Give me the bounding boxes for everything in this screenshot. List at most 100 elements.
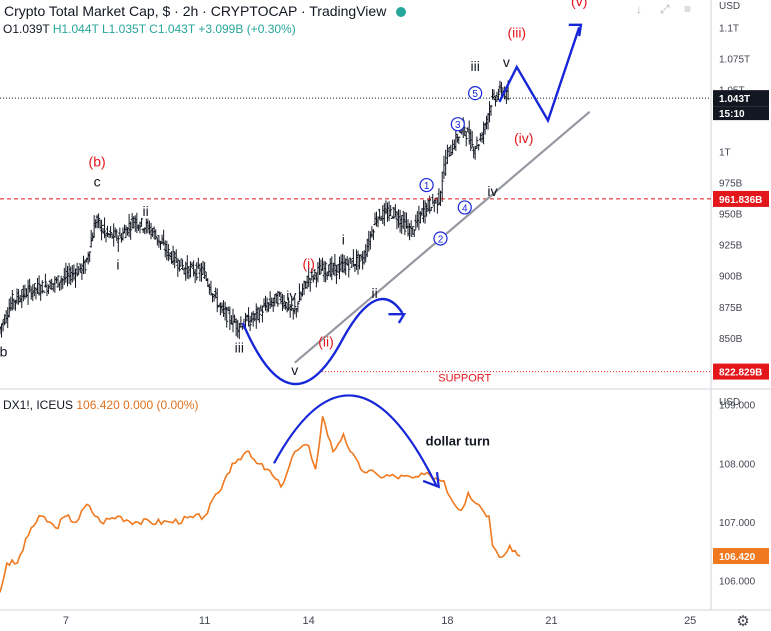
wave-circle-label: 4	[457, 200, 472, 215]
price-bar	[155, 236, 159, 246]
x-tick: 7	[63, 615, 69, 627]
price-bar	[234, 318, 238, 337]
price-bar	[166, 244, 170, 262]
price-bar	[347, 259, 351, 278]
svg-text:106.420: 106.420	[719, 552, 756, 563]
ohlc-high: H1.044T	[52, 22, 99, 36]
price-bar	[233, 314, 237, 323]
wave-label: i	[342, 232, 345, 248]
svg-text:961.836B: 961.836B	[719, 195, 762, 206]
support-tag: 822.829B	[713, 363, 769, 380]
price-bar	[222, 300, 226, 317]
price-bar	[290, 296, 294, 311]
fullscreen-icon[interactable]: ⤢	[660, 2, 670, 16]
price-bar	[477, 143, 481, 151]
price-bar	[149, 222, 153, 240]
settings-gear-icon[interactable]: ⚙	[736, 613, 749, 630]
price-bar	[445, 144, 449, 165]
price-bar	[28, 278, 32, 293]
price-bar	[103, 217, 107, 239]
arrow-down-icon[interactable]: ↓	[636, 2, 642, 16]
sub-values: 106.420 0.000 (0.00%)	[76, 398, 199, 412]
price-bar	[154, 229, 158, 240]
main-y-tick: 850B	[719, 334, 743, 345]
dollar-arc-arrow	[273, 394, 438, 488]
main-y-tick: 900B	[719, 272, 743, 283]
wave-label: iii	[235, 340, 244, 356]
svg-text:1: 1	[424, 181, 430, 192]
price-bar	[10, 290, 14, 311]
x-tick: 18	[441, 615, 453, 627]
ohlc-open: O1.039T	[3, 22, 50, 36]
price-bar	[116, 235, 120, 252]
price-bar	[24, 288, 28, 298]
price-bar	[45, 283, 49, 297]
wave-label: (iii)	[507, 24, 526, 40]
price-bar	[214, 287, 218, 299]
chart-title: Crypto Total Market Cap, $ · 2h · CRYPTO…	[4, 3, 407, 19]
price-bar	[296, 301, 300, 313]
price-bar	[77, 266, 81, 275]
price-bar	[188, 261, 192, 278]
wave-label: c	[94, 173, 101, 189]
price-bar	[82, 255, 86, 275]
svg-text:1.043T: 1.043T	[719, 94, 750, 105]
price-bar	[260, 305, 264, 323]
main-y-tick: 925B	[719, 241, 743, 252]
price-bar	[358, 254, 362, 270]
price-bar	[26, 279, 30, 305]
price-bar	[256, 306, 260, 321]
price-bar	[196, 257, 200, 270]
support-label: SUPPORT	[438, 372, 491, 384]
price-bar	[390, 215, 394, 219]
menu-icon[interactable]: ≡	[684, 2, 692, 16]
chart-title-text: Crypto Total Market Cap, $ · 2h · CRYPTO…	[4, 3, 387, 19]
price-bar	[37, 275, 41, 296]
ohlc-change: +3.099B (+0.30%)	[198, 22, 296, 36]
price-bar	[83, 259, 87, 274]
price-bar	[457, 136, 461, 145]
price-bar	[201, 260, 205, 275]
svg-text:4: 4	[462, 203, 468, 214]
price-bar	[276, 290, 280, 307]
price-bar	[229, 315, 233, 325]
price-bar	[61, 278, 65, 289]
main-price-bars	[0, 80, 510, 340]
price-bar	[162, 229, 166, 246]
price-bar	[435, 197, 439, 214]
annotation-overlay: (b)cbiiiiiiivv(i)(ii)iiiiiiivv(iii)(iv)(…	[0, 0, 711, 489]
last-price-tag: 1.043T	[713, 90, 769, 107]
price-bar	[20, 289, 24, 309]
price-bar	[135, 212, 139, 234]
wave-label: v	[291, 362, 298, 378]
price-bar	[62, 267, 66, 285]
price-bar	[47, 284, 51, 295]
price-bar	[381, 205, 385, 225]
price-bar	[257, 308, 261, 323]
price-bar	[409, 220, 413, 237]
price-bar	[287, 297, 291, 311]
price-bar	[13, 299, 17, 311]
wave-label: (i)	[302, 255, 314, 271]
wave-label: iv	[487, 183, 497, 199]
ohlc-low: L1.035T	[101, 22, 146, 36]
price-bar	[80, 263, 84, 280]
main-y-tick: 975B	[719, 179, 743, 190]
price-bar	[429, 206, 433, 212]
svg-text:822.829B: 822.829B	[719, 368, 762, 379]
price-bar	[423, 200, 427, 224]
ohlc-close: C1.043T	[149, 22, 195, 36]
resistance-tag: 961.836B	[713, 190, 769, 207]
price-bar	[223, 301, 227, 321]
wave-label: (ii)	[318, 334, 334, 350]
wave-circle-label: 1	[419, 177, 434, 193]
price-bar	[209, 280, 213, 296]
price-bar	[308, 278, 312, 292]
price-bar	[386, 202, 390, 222]
main-currency-label: USD	[719, 1, 740, 12]
wave-label: (v)	[571, 0, 587, 9]
svg-text:5: 5	[472, 89, 478, 100]
price-bar	[48, 279, 52, 290]
price-bar	[173, 251, 177, 269]
